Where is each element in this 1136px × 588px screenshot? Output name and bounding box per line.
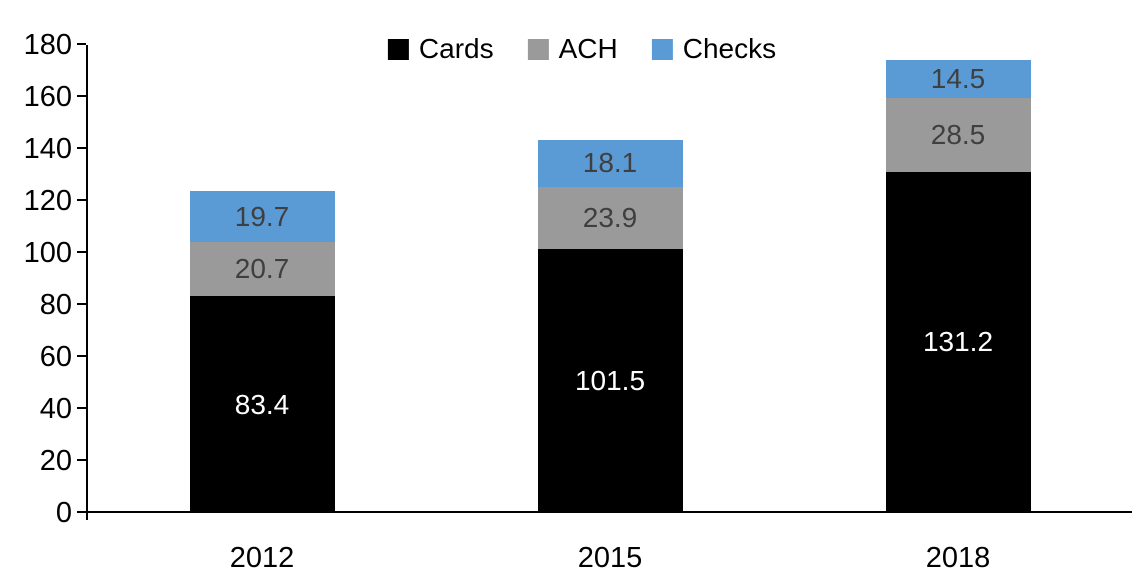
y-axis-tick [77,303,86,305]
y-tick-label: 180 [23,29,72,61]
data-label-checks-2018: 14.5 [930,62,986,94]
data-label-ach-2018: 28.5 [930,118,986,150]
legend-label-cards: Cards [418,33,494,64]
y-axis-tick [77,251,86,253]
legend-item-checks: Checks [651,33,777,65]
data-label-checks-2015: 18.1 [582,147,638,179]
legend-label-ach: ACH [558,33,618,64]
y-axis-tick [77,147,86,149]
data-label-cards-2012: 83.4 [234,388,290,420]
y-axis-tick [77,407,86,409]
data-label-ach-2012: 20.7 [234,253,290,285]
chart-legend: Cards ACH Checks [387,33,777,65]
y-tick-label: 160 [23,81,72,113]
bar-segment-checks-2018: 14.5 [885,60,1031,98]
x-axis-label-2012: 2012 [229,542,295,574]
data-label-cards-2018: 131.2 [922,326,994,358]
legend-item-cards: Cards [387,33,494,65]
legend-swatch-ach [527,38,549,60]
data-label-checks-2012: 19.7 [234,200,290,232]
y-axis-tick [77,43,86,45]
bar-segment-checks-2015: 18.1 [537,139,683,187]
y-tick-label: 40 [39,393,72,425]
y-tick-label: 100 [23,237,72,269]
y-tick-label: 140 [23,133,72,165]
y-axis-tick [77,511,86,513]
x-axis-label-2018: 2018 [925,542,991,574]
data-label-cards-2015: 101.5 [574,365,646,397]
bar-segment-ach-2012: 20.7 [189,242,335,297]
legend-swatch-cards [387,38,409,60]
y-tick-label: 80 [39,289,72,321]
bar-segment-cards-2015: 101.5 [537,249,683,513]
bar-segment-ach-2018: 28.5 [885,97,1031,172]
y-axis-line [86,45,88,520]
y-tick-label: 120 [23,185,72,217]
legend-item-ach: ACH [527,33,618,65]
y-axis-tick [77,459,86,461]
x-axis-label-2015: 2015 [577,542,643,574]
y-tick-label: 20 [39,445,72,477]
legend-swatch-checks [651,38,673,60]
bar-segment-cards-2012: 83.4 [189,296,335,513]
legend-label-checks: Checks [682,33,777,64]
bar-segment-ach-2015: 23.9 [537,186,683,250]
y-tick-label: 0 [55,497,72,529]
y-axis-tick [77,199,86,201]
bar-segment-cards-2018: 131.2 [885,171,1031,513]
data-label-ach-2015: 23.9 [582,202,638,234]
y-axis-tick [77,355,86,357]
bar-segment-checks-2012: 19.7 [189,191,335,243]
y-tick-label: 60 [39,341,72,373]
y-axis-tick [77,95,86,97]
